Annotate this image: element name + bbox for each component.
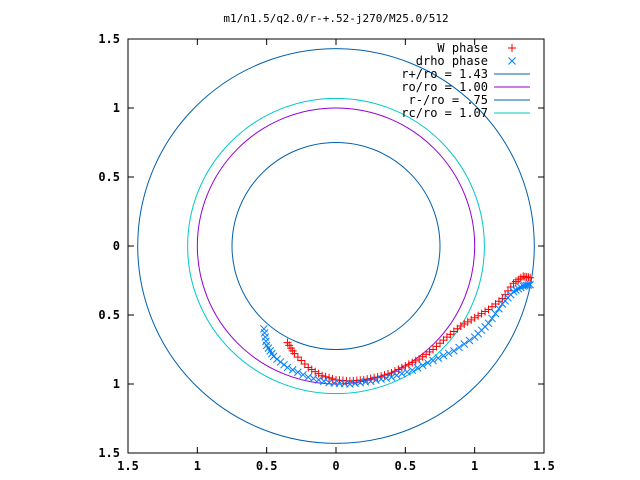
y-tick-label: 0.5 <box>98 170 120 184</box>
circle-r-0-75 <box>231 142 441 350</box>
w-phase-point <box>373 373 382 382</box>
w-phase-point <box>290 349 299 358</box>
w-phase-point <box>311 367 320 376</box>
w-phase-point <box>293 353 302 362</box>
w-phase-point <box>411 356 420 365</box>
drho-phase-point <box>455 343 463 352</box>
drho-phase-point <box>465 336 474 345</box>
w-phase-point <box>304 363 313 372</box>
y-tick-label: 1 <box>113 101 120 115</box>
x-tick-label: 1.5 <box>117 459 139 473</box>
drho-phase-point <box>495 304 503 313</box>
drho-phase-point <box>288 366 297 374</box>
w-phase-point <box>297 356 306 365</box>
x-tick-label: 0 <box>332 459 339 473</box>
y-tick-label: 1.5 <box>98 32 120 46</box>
w-phase-point <box>394 365 403 374</box>
legend-label: W phase <box>437 41 488 55</box>
legend-label: r+/ro = 1.43 <box>401 67 488 81</box>
drho-phase-point <box>439 351 448 360</box>
x-tick-label: 0.5 <box>394 459 416 473</box>
drho-phase-point <box>294 368 302 377</box>
w-phase-point <box>397 363 406 372</box>
legend-swatch-cross <box>508 57 516 65</box>
drho-phase-point <box>304 373 313 381</box>
legend-label: rc/ro = 1.07 <box>401 106 488 120</box>
drho-phase-point <box>424 359 432 367</box>
drho-phase-point <box>387 373 396 381</box>
w-phase-point <box>470 313 479 322</box>
drho-phase-point <box>392 371 401 380</box>
w-phase-point <box>463 317 472 326</box>
legend-swatch-plus <box>508 44 516 52</box>
drho-phase-point <box>320 377 328 386</box>
w-phase-point <box>314 369 323 378</box>
y-tick-label: 0.5 <box>98 308 120 322</box>
x-tick-label: 1 <box>194 459 201 473</box>
reference-circles <box>137 48 535 444</box>
drho-phase-point <box>444 349 453 358</box>
drho-phase-point <box>450 347 458 355</box>
w-phase-point <box>325 373 334 382</box>
drho-phase-point <box>514 284 523 293</box>
w-phase-point <box>481 307 490 316</box>
axis-ticks: 1.5 1 0.5 0 0.5 1 1.51.510.500.511.5 <box>98 32 555 473</box>
w-phase-point <box>474 311 483 320</box>
drho-phase-point <box>509 287 518 296</box>
x-tick-label: 1 <box>471 459 478 473</box>
w-phase-point <box>380 371 389 380</box>
drho-phase-point <box>434 354 443 362</box>
w-phase-point <box>408 358 417 367</box>
circle-r-1 <box>196 107 476 385</box>
drho-phase-point <box>526 280 534 289</box>
w-phase-point <box>456 322 465 331</box>
w-phase-point <box>460 319 469 328</box>
w-phase-point <box>477 309 486 318</box>
circle-r-1-43 <box>137 48 535 444</box>
drho-phase-point <box>309 374 318 383</box>
drho-phase-point <box>382 374 391 382</box>
y-tick-label: 0 <box>113 239 120 253</box>
drho-phase-point <box>488 314 496 323</box>
data-markers <box>260 272 535 388</box>
drho-phase-point <box>408 366 417 375</box>
drho-phase-point <box>460 340 469 348</box>
x-tick-label: 0.5 <box>256 459 278 473</box>
drho-phase-point <box>418 361 427 370</box>
w-phase-point <box>363 375 372 384</box>
w-phase-point <box>307 365 316 374</box>
drho-phase-point <box>516 283 525 292</box>
w-phase-point <box>300 359 309 368</box>
drho-phase-point <box>403 368 411 376</box>
x-tick-label: 1.5 <box>533 459 555 473</box>
drho-phase-point <box>491 309 500 318</box>
legend-label: ro/ro = 1.00 <box>401 80 488 94</box>
circle-r-1-07 <box>187 97 485 395</box>
legend-label: r-/ro = .75 <box>409 93 488 107</box>
drho-phase-point <box>484 319 493 328</box>
y-tick-label: 1 <box>113 377 120 391</box>
w-phase-point <box>526 273 535 282</box>
drho-phase-point <box>299 370 307 379</box>
drho-phase-point <box>413 363 422 372</box>
drho-phase-point <box>314 376 323 384</box>
y-tick-label: 1.5 <box>98 446 120 460</box>
w-phase-point <box>401 362 410 371</box>
drho-phase-point <box>524 281 533 289</box>
w-phase-point <box>467 315 476 324</box>
drho-phase-point <box>512 286 520 295</box>
drho-phase-point <box>283 363 292 372</box>
chart-title: m1/n1.5/q2.0/r-+.52-j270/M25.0/512 <box>223 12 448 25</box>
drho-phase-point <box>429 356 437 365</box>
legend-label: drho phase <box>416 54 488 68</box>
drho-phase-point <box>398 369 406 378</box>
w-phase-point <box>318 371 327 380</box>
